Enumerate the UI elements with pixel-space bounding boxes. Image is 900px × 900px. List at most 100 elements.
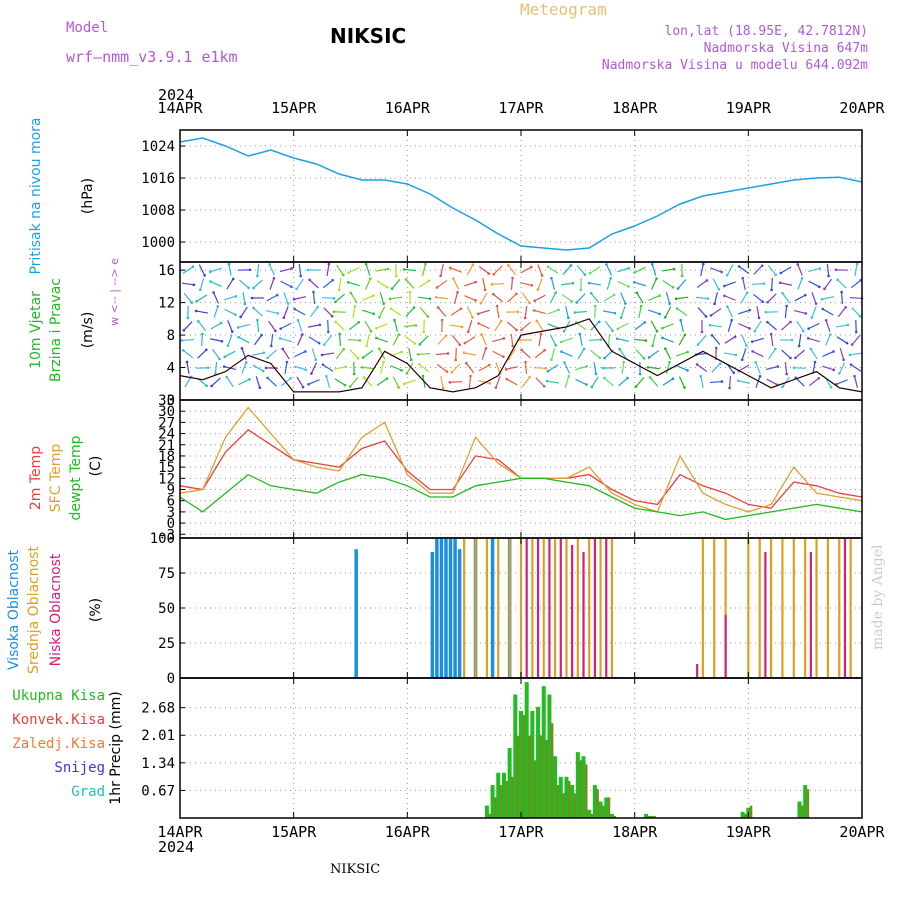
wind-arrow	[837, 279, 847, 289]
wind-arrow	[455, 347, 457, 361]
y-tick-label: 2.01	[141, 728, 175, 744]
wind-arrow	[269, 278, 275, 290]
wind-arrow-head	[550, 276, 553, 280]
y-tick-label: 1016	[141, 171, 175, 187]
wind-arrow-head	[817, 285, 821, 289]
wind-arrow	[634, 321, 646, 331]
wind-arrow-head	[334, 300, 337, 304]
y-tick-label: 3	[167, 505, 175, 521]
dewpoint-line	[179, 473, 863, 521]
wind-arrow	[838, 362, 846, 374]
wind-arrow-head	[671, 377, 675, 381]
wind-arrow	[618, 377, 628, 387]
wind-arrow	[507, 321, 517, 331]
precip-bar-conv	[647, 815, 651, 818]
wind-arrow	[836, 336, 848, 344]
wind-arrow-head	[290, 285, 293, 289]
wind-arrow-head	[730, 318, 733, 322]
wind-arrow	[392, 376, 400, 388]
cloud-bar-high	[448, 538, 453, 678]
wind-arrow-head	[360, 366, 364, 369]
wind-arrow-head	[434, 295, 438, 299]
lonlat-label: lon,lat (18.95E, 42.7812N)	[664, 24, 869, 39]
wind-arrow-head	[818, 267, 822, 270]
wind-arrow	[364, 320, 372, 332]
wind-arrow-head	[377, 347, 381, 351]
wind-arrow	[268, 320, 276, 332]
precip-bar-total	[558, 776, 563, 818]
wind-arrow	[534, 349, 546, 359]
wind-arrow-head	[290, 267, 294, 270]
wind-arrow	[378, 348, 386, 360]
wind-arrow	[798, 333, 802, 347]
wind-arrow	[452, 278, 460, 290]
wind-arrow-head	[337, 288, 341, 292]
wind-arrow-head	[412, 306, 416, 309]
wind-arrow-head	[638, 372, 642, 376]
y-tick-label: -3	[158, 527, 175, 543]
wind-arrow-head	[611, 329, 614, 333]
wind-arrow-head	[394, 274, 398, 278]
wind-arrow	[742, 278, 746, 290]
precip-bar-total	[644, 813, 649, 818]
precip-bar-total	[598, 801, 603, 818]
precip-bar-total	[490, 785, 495, 818]
wind-arrow	[492, 293, 504, 303]
wind-arrow-head	[627, 266, 631, 270]
wind-arrow-head	[308, 278, 311, 282]
wind-arrow-head	[446, 352, 450, 355]
wind-arrow-head	[774, 273, 777, 277]
wind-arrow	[521, 349, 531, 359]
wind-arrow-head	[331, 278, 334, 282]
wind-arrow	[700, 264, 704, 276]
wind-arrow-head	[191, 265, 195, 268]
wind-arrow	[619, 348, 627, 360]
wind-arrow-head	[375, 326, 378, 330]
wind-arrow-head	[545, 379, 549, 383]
wind-arrow-head	[490, 283, 494, 286]
wind-arrow	[738, 265, 750, 275]
wind-arrow	[321, 352, 335, 356]
wind-arrow-head	[422, 330, 426, 334]
wind-arrow-head	[854, 330, 858, 334]
wind-arrow-head	[327, 262, 331, 266]
wind-arrow-head	[397, 333, 401, 337]
wind-arrow	[362, 309, 374, 315]
date-tick-label-bottom: 17APR	[498, 823, 544, 841]
wind-arrow	[738, 323, 750, 329]
wind-arrow	[238, 378, 250, 386]
wind-arrow-head	[717, 287, 721, 291]
wind-arrow-head	[613, 311, 617, 315]
cloud-bar-mid	[610, 538, 614, 678]
wind-arrow-head	[289, 376, 292, 380]
wind-arrow	[606, 278, 612, 290]
precip-bar-conv	[567, 780, 571, 818]
wind-arrow-head	[769, 332, 773, 336]
wind-arrow-head	[286, 302, 290, 305]
wind-arrow	[482, 277, 486, 291]
wind-arrow-head	[441, 386, 445, 390]
wind-arrow	[226, 376, 234, 388]
wind-arrow-head	[358, 339, 362, 342]
wind-arrow-head	[218, 357, 221, 361]
wind-arrow-head	[304, 368, 308, 372]
wind-arrow	[310, 362, 318, 374]
wind-arrow-head	[507, 263, 510, 267]
precip-bar-conv	[505, 780, 508, 818]
wind-arrow-head	[318, 323, 322, 327]
wind-arrow	[811, 306, 817, 318]
wind-speed-line	[179, 318, 863, 393]
wind-arrow-head	[195, 299, 199, 303]
wind-arrow-head	[650, 262, 654, 266]
date-tick-label-bottom: 20APR	[839, 823, 885, 841]
wind-arrow	[664, 348, 672, 360]
wind-arrow	[226, 278, 234, 290]
wind-arrow	[450, 308, 462, 316]
wind-arrow-head	[789, 320, 792, 324]
wind-arrow	[781, 349, 791, 359]
wind-arrow-head	[619, 316, 623, 319]
wind-arrow-head	[807, 327, 810, 330]
wind-arrow-head	[454, 358, 457, 362]
wind-arrow	[850, 279, 862, 289]
